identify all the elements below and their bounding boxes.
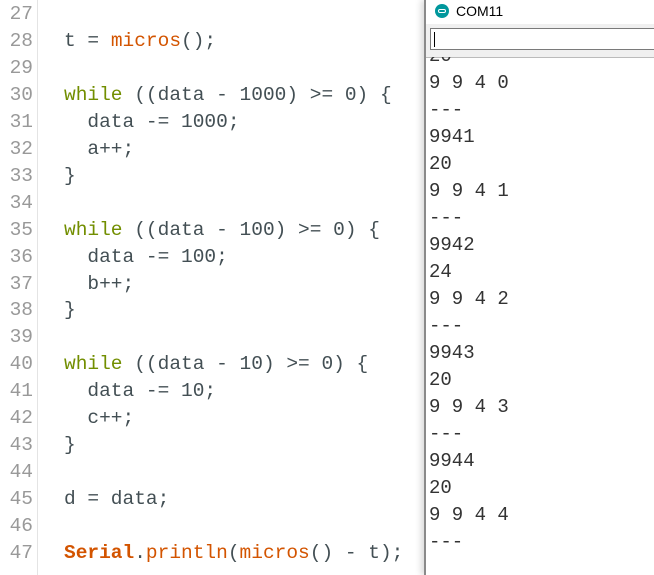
keyword-token: while xyxy=(64,353,123,376)
code-token: (); xyxy=(181,29,217,52)
code-line: a++; xyxy=(64,136,134,163)
line-number: 31 xyxy=(9,110,33,133)
code-editor[interactable]: 27 28 29 30 31 32 33 34 35 36 37 38 39 40 41 42 43 44 45 46… xyxy=(0,0,425,575)
code-token: data -= 10; xyxy=(64,380,217,403)
code-token: ((data - 10) >= 0) { xyxy=(122,353,369,376)
code-token: () - t); xyxy=(309,542,404,564)
serial-monitor-window: COM11 20 9 9 4 0 --- 9941 20 9 9 4 1 --- 9942 24… xyxy=(424,0,654,575)
code-line: c++; xyxy=(64,405,134,432)
output-line: --- xyxy=(429,99,464,121)
code-token: ( xyxy=(227,542,240,564)
output-line: 9943 xyxy=(429,342,475,364)
code-token: c++; xyxy=(64,407,135,430)
code-line: data -= 10; xyxy=(64,378,216,405)
output-line: --- xyxy=(429,207,464,229)
code-token: } xyxy=(64,164,76,187)
output-line: 24 xyxy=(429,261,452,283)
output-line: 9942 xyxy=(429,234,475,256)
send-bar xyxy=(426,24,654,58)
code-line: while ((data - 1000) >= 0) { xyxy=(64,82,392,109)
line-number: 40 xyxy=(9,353,33,376)
code-line: d = data; xyxy=(64,486,169,513)
keyword-token: while xyxy=(64,83,123,106)
line-number: 33 xyxy=(9,164,33,187)
code-line: while ((data - 10) >= 0) { xyxy=(64,351,368,378)
line-number: 41 xyxy=(9,380,33,403)
code-line: } xyxy=(64,432,76,459)
line-number: 45 xyxy=(9,488,33,511)
line-number: 28 xyxy=(9,29,33,52)
line-number: 30 xyxy=(9,83,33,106)
line-number: 38 xyxy=(9,299,33,322)
code-line: data -= 1000; xyxy=(64,109,240,136)
line-number: 47 xyxy=(9,542,33,564)
output-line: 9944 xyxy=(429,450,475,472)
code-token: d = data; xyxy=(64,488,170,511)
line-number: 36 xyxy=(9,245,33,268)
line-number: 32 xyxy=(9,137,33,160)
output-line: 9 9 4 0 xyxy=(429,72,509,94)
line-number: 43 xyxy=(9,434,33,457)
code-line: Serial.println(micros() - t); xyxy=(64,540,403,567)
output-line: 20 xyxy=(429,369,452,391)
function-token: micros xyxy=(110,29,182,52)
output-line: 9 9 4 4 xyxy=(429,504,509,526)
keyword-token: while xyxy=(64,218,123,241)
code-line: } xyxy=(64,163,76,190)
code-line: } xyxy=(64,297,76,324)
code-token: . xyxy=(134,542,146,564)
line-number: 34 xyxy=(9,191,33,214)
output-line: --- xyxy=(429,531,464,553)
code-token: ((data - 1000) >= 0) { xyxy=(122,83,392,106)
line-number: 35 xyxy=(9,218,33,241)
code-token: data -= 1000; xyxy=(64,110,240,133)
title-bar[interactable]: COM11 xyxy=(426,0,654,24)
function-token: Serial xyxy=(64,542,135,564)
function-token: println xyxy=(145,542,228,564)
output-line: 9941 xyxy=(429,126,475,148)
code-token: } xyxy=(64,434,76,457)
line-number: 37 xyxy=(9,272,33,295)
output-line: 9 9 4 3 xyxy=(429,396,509,418)
send-input[interactable] xyxy=(430,28,654,50)
serial-output[interactable]: 20 9 9 4 0 --- 9941 20 9 9 4 1 --- 9942 24 9 9 4 … xyxy=(426,57,654,575)
code-token: b++; xyxy=(64,272,135,295)
output-line: 20 xyxy=(429,477,452,499)
line-number: 29 xyxy=(9,56,33,79)
output-line: --- xyxy=(429,423,464,445)
code-token: } xyxy=(64,299,76,322)
output-line: --- xyxy=(429,315,464,337)
code-token: data -= 100; xyxy=(64,245,228,268)
output-line: 9 9 4 1 xyxy=(429,180,509,202)
code-token: ((data - 100) >= 0) { xyxy=(122,218,380,241)
line-number-gutter: 27 28 29 30 31 32 33 34 35 36 37 38 39 40 41 42 43 44 45 46… xyxy=(0,0,38,575)
line-number: 44 xyxy=(9,461,33,484)
window-title: COM11 xyxy=(456,3,504,19)
code-token: t = xyxy=(64,29,111,52)
code-line: b++; xyxy=(64,271,134,298)
output-line: 9 9 4 2 xyxy=(429,288,509,310)
code-line: while ((data - 100) >= 0) { xyxy=(64,217,380,244)
code-line: data -= 100; xyxy=(64,244,228,271)
output-line: 20 xyxy=(429,153,452,175)
text-caret xyxy=(434,32,435,47)
line-number: 42 xyxy=(9,407,33,430)
output-line: 20 xyxy=(429,57,452,70)
line-number: 27 xyxy=(9,3,33,25)
code-line: t = micros(); xyxy=(64,28,216,55)
arduino-logo-icon xyxy=(435,4,449,18)
code-token: a++; xyxy=(64,137,135,160)
line-number: 39 xyxy=(9,326,33,349)
line-number: 46 xyxy=(9,515,33,538)
function-token: micros xyxy=(239,542,310,564)
